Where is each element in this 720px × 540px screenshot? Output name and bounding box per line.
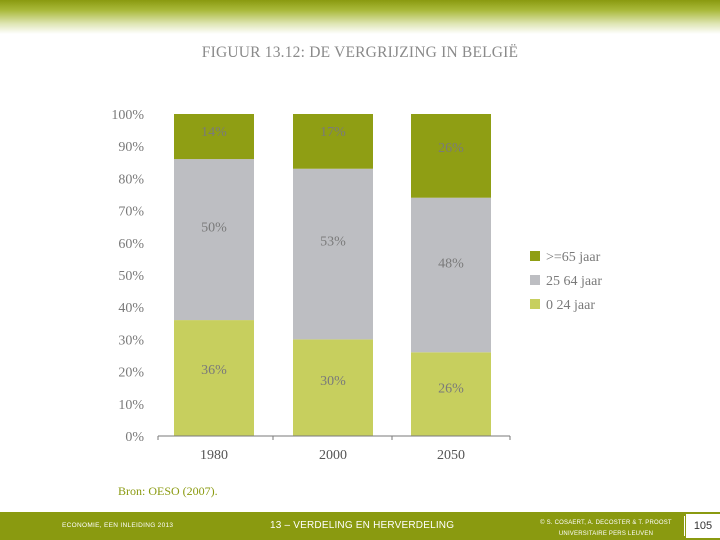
footer-authors: © S. COSAERT, A. DECOSTER & T. PROOST (540, 520, 672, 526)
legend-swatch (530, 275, 540, 285)
y-tick-label: 20% (118, 366, 144, 381)
footer-divider (684, 516, 685, 536)
bar-segment (411, 352, 491, 436)
data-label: 36% (201, 363, 227, 378)
x-tick-label: 2050 (437, 448, 465, 463)
y-tick-label: 40% (118, 301, 144, 316)
page-number: 105 (686, 514, 720, 538)
data-label: 14% (201, 125, 227, 140)
footer-copyright: © S. COSAERT, A. DECOSTER & T. PROOST UN… (534, 518, 678, 540)
y-tick-label: 30% (118, 333, 144, 348)
bar-segment (411, 114, 491, 198)
y-tick-label: 0% (125, 430, 144, 445)
y-tick-label: 80% (118, 172, 144, 187)
y-tick-label: 90% (118, 140, 144, 155)
data-label: 30% (320, 374, 346, 389)
bar-segment (293, 339, 373, 436)
bar-segment (293, 168, 373, 340)
data-label: 26% (438, 141, 464, 156)
footer-course-title: ECONOMIE, EEN INLEIDING 2013 (62, 522, 174, 529)
x-tick-label: 2000 (319, 448, 347, 463)
bar-segment (411, 197, 491, 353)
legend-swatch (530, 299, 540, 309)
data-label: 53% (320, 234, 346, 249)
source-note: Bron: OESO (2007). (118, 484, 218, 498)
footer-bar: ECONOMIE, EEN INLEIDING 2013 13 – VERDEL… (0, 512, 720, 540)
x-tick-label: 1980 (200, 448, 228, 463)
y-tick-label: 100% (111, 108, 144, 123)
footer-publisher: UNIVERSITAIRE PERS LEUVEN (558, 531, 654, 537)
bar-segment (174, 320, 254, 436)
data-label: 26% (438, 381, 464, 396)
bar-segment (174, 114, 254, 160)
legend-label: 25 64 jaar (546, 274, 602, 289)
legend-swatch (530, 251, 540, 261)
y-tick-label: 70% (118, 205, 144, 220)
bar-segment (174, 159, 254, 321)
y-tick-label: 60% (118, 237, 144, 252)
y-tick-label: 10% (118, 398, 144, 413)
slide-title: FIGUUR 13.12: DE VERGRIJZING IN BELGIË (201, 44, 519, 61)
data-label: 48% (438, 257, 464, 272)
bar-segment (293, 114, 373, 169)
y-tick-label: 50% (118, 269, 144, 284)
top-decorative-band (0, 0, 720, 34)
legend-label: >=65 jaar (546, 250, 601, 265)
legend-label: 0 24 jaar (546, 298, 595, 313)
data-label: 50% (201, 221, 227, 236)
data-label: 17% (320, 125, 346, 140)
footer-chapter-title: 13 – VERDELING EN HERVERDELING (270, 520, 455, 531)
